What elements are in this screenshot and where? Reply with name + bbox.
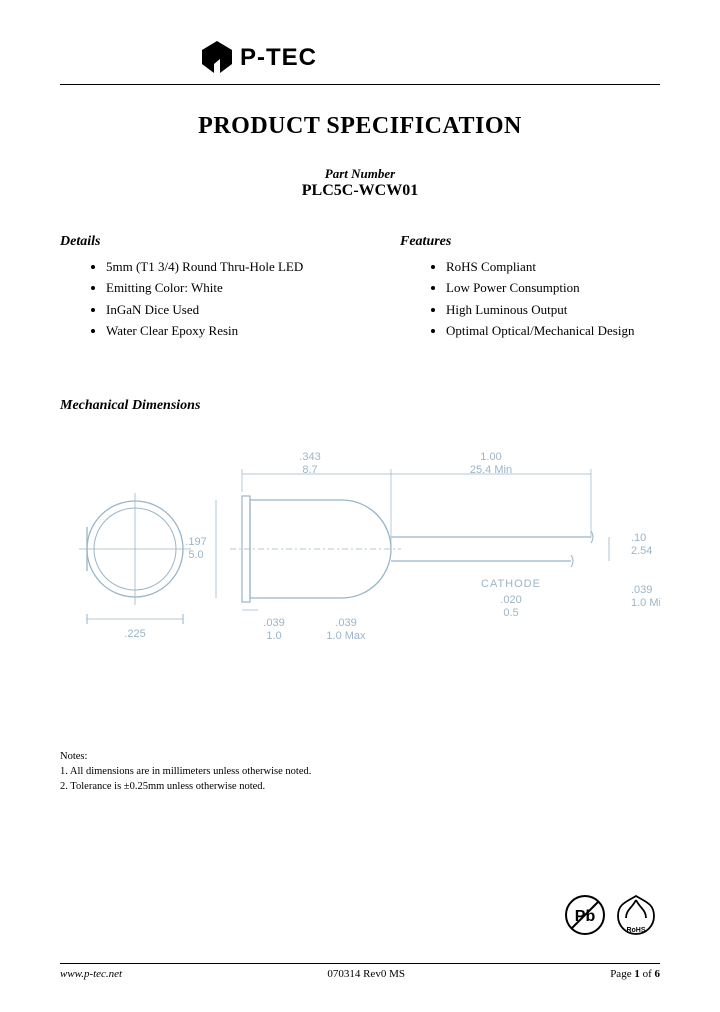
- details-list: 5mm (T1 3/4) Round Thru-Hole LED Emittin…: [60, 256, 360, 342]
- note-line: 1. All dimensions are in millimeters unl…: [60, 764, 660, 779]
- svg-text:RoHS: RoHS: [626, 927, 645, 934]
- rohs-icon: RoHS: [612, 894, 660, 936]
- svg-text:Pb: Pb: [575, 908, 596, 925]
- note-line: 2. Tolerance is ±0.25mm unless otherwise…: [60, 779, 660, 794]
- svg-text:2.54: 2.54: [631, 545, 652, 557]
- svg-text:.039: .039: [335, 617, 356, 629]
- list-item: 5mm (T1 3/4) Round Thru-Hole LED: [106, 256, 360, 277]
- list-item: Emitting Color: White: [106, 277, 360, 298]
- footer-rule: [60, 963, 660, 964]
- svg-text:5.0: 5.0: [188, 549, 203, 561]
- svg-text:1.0: 1.0: [266, 630, 281, 642]
- svg-text:.197: .197: [185, 536, 206, 548]
- features-list: RoHS Compliant Low Power Consumption Hig…: [400, 256, 660, 342]
- list-item: InGaN Dice Used: [106, 299, 360, 320]
- mechanical-diagram: .225.3438.7.1975.0.0391.0.0391.0 Max1.00…: [60, 434, 660, 674]
- notes: Notes: 1. All dimensions are in millimet…: [60, 749, 660, 795]
- list-item: RoHS Compliant: [446, 256, 660, 277]
- part-number-label: Part Number: [60, 166, 660, 182]
- svg-text:1.0 Max: 1.0 Max: [326, 630, 366, 642]
- logo: P-TEC: [200, 40, 317, 76]
- features-heading: Features: [400, 234, 660, 250]
- list-item: Low Power Consumption: [446, 277, 660, 298]
- page: P-TEC PRODUCT SPECIFICATION Part Number …: [0, 0, 720, 1012]
- details-heading: Details: [60, 234, 360, 250]
- svg-text:CATHODE: CATHODE: [481, 578, 541, 590]
- list-item: Water Clear Epoxy Resin: [106, 320, 360, 341]
- list-item: High Luminous Output: [446, 299, 660, 320]
- svg-text:.10: .10: [631, 532, 646, 544]
- svg-text:.020: .020: [500, 594, 521, 606]
- footer-line: www.p-tec.net 070314 Rev0 MS Page 1 of 6: [60, 968, 660, 980]
- svg-text:8.7: 8.7: [302, 464, 317, 476]
- list-item: Optimal Optical/Mechanical Design: [446, 320, 660, 341]
- footer: www.p-tec.net 070314 Rev0 MS Page 1 of 6: [60, 963, 660, 980]
- page-title: PRODUCT SPECIFICATION: [60, 113, 660, 140]
- notes-heading: Notes:: [60, 749, 660, 764]
- footer-rev: 070314 Rev0 MS: [327, 968, 405, 980]
- features-column: Features RoHS Compliant Low Power Consum…: [400, 234, 660, 342]
- footer-page: Page 1 of 6: [610, 968, 660, 980]
- svg-text:25.4 Min: 25.4 Min: [470, 464, 512, 476]
- svg-text:.225: .225: [124, 628, 145, 640]
- header-rule: [60, 84, 660, 85]
- header: P-TEC: [60, 40, 660, 76]
- part-number: PLC5C-WCW01: [60, 182, 660, 200]
- compliance-badges: Pb RoHS: [564, 894, 660, 936]
- brand-text: P-TEC: [240, 44, 317, 72]
- pb-free-icon: Pb: [564, 894, 606, 936]
- svg-text:.039: .039: [263, 617, 284, 629]
- footer-web: www.p-tec.net: [60, 968, 122, 980]
- svg-text:1.0 Min: 1.0 Min: [631, 597, 660, 609]
- logo-icon: [200, 40, 234, 76]
- svg-text:1.00: 1.00: [480, 451, 501, 463]
- svg-text:0.5: 0.5: [503, 607, 518, 619]
- mech-heading: Mechanical Dimensions: [60, 398, 660, 414]
- svg-text:.343: .343: [299, 451, 320, 463]
- details-column: Details 5mm (T1 3/4) Round Thru-Hole LED…: [60, 234, 360, 342]
- columns: Details 5mm (T1 3/4) Round Thru-Hole LED…: [60, 234, 660, 342]
- svg-text:.039: .039: [631, 584, 652, 596]
